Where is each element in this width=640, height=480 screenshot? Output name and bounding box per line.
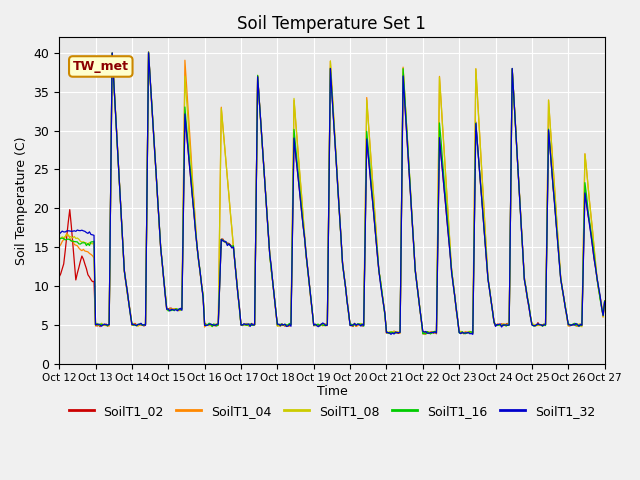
SoilT1_02 <box>601 298 609 304</box>
SoilT1_08 <box>601 300 609 305</box>
SoilT1_02 <box>367 185 375 191</box>
Line: SoilT1_08: SoilT1_08 <box>59 53 605 334</box>
SoilT1_08 <box>397 199 405 205</box>
Line: SoilT1_04: SoilT1_04 <box>59 53 605 334</box>
SoilT1_04 <box>601 299 609 305</box>
SoilT1_04 <box>386 330 394 336</box>
SoilT1_16 <box>537 322 545 327</box>
SoilT1_02 <box>145 49 152 55</box>
SoilT1_16 <box>422 331 429 337</box>
SoilT1_04 <box>420 331 428 337</box>
SoilT1_02 <box>397 201 405 207</box>
SoilT1_08 <box>108 50 116 56</box>
SoilT1_08 <box>386 329 394 335</box>
SoilT1_32 <box>70 228 78 234</box>
SoilT1_16 <box>386 331 394 336</box>
SoilT1_08 <box>460 331 468 337</box>
SoilT1_04 <box>158 260 166 266</box>
Line: SoilT1_16: SoilT1_16 <box>59 52 605 334</box>
SoilT1_02 <box>386 330 394 336</box>
SoilT1_02 <box>158 260 166 266</box>
SoilT1_32 <box>469 332 477 337</box>
SoilT1_04 <box>108 50 116 56</box>
SoilT1_16 <box>601 298 609 304</box>
SoilT1_32 <box>367 186 375 192</box>
SoilT1_16 <box>367 181 375 187</box>
SoilT1_02 <box>420 331 428 337</box>
SoilT1_32 <box>158 260 166 265</box>
SoilT1_16 <box>145 49 152 55</box>
SoilT1_02 <box>55 274 63 280</box>
Title: Soil Temperature Set 1: Soil Temperature Set 1 <box>237 15 426 33</box>
SoilT1_16 <box>55 236 63 241</box>
Text: TW_met: TW_met <box>73 60 129 73</box>
SoilT1_08 <box>367 160 375 166</box>
SoilT1_02 <box>537 323 545 328</box>
SoilT1_08 <box>158 260 166 265</box>
SoilT1_32 <box>386 330 394 336</box>
SoilT1_08 <box>70 234 78 240</box>
SoilT1_32 <box>55 231 63 237</box>
Legend: SoilT1_02, SoilT1_04, SoilT1_08, SoilT1_16, SoilT1_32: SoilT1_02, SoilT1_04, SoilT1_08, SoilT1_… <box>63 400 600 423</box>
SoilT1_16 <box>158 260 166 265</box>
SoilT1_04 <box>55 243 63 249</box>
SoilT1_32 <box>537 322 545 328</box>
SoilT1_04 <box>70 241 78 247</box>
SoilT1_04 <box>367 160 375 166</box>
X-axis label: Time: Time <box>317 385 348 398</box>
SoilT1_16 <box>70 239 78 244</box>
SoilT1_32 <box>601 299 609 305</box>
SoilT1_08 <box>55 238 63 244</box>
Line: SoilT1_32: SoilT1_32 <box>59 53 605 335</box>
SoilT1_32 <box>397 201 405 207</box>
SoilT1_04 <box>397 197 405 203</box>
SoilT1_04 <box>537 322 545 327</box>
SoilT1_32 <box>145 50 152 56</box>
Y-axis label: Soil Temperature (C): Soil Temperature (C) <box>15 136 28 265</box>
SoilT1_08 <box>537 323 545 328</box>
SoilT1_16 <box>397 198 405 204</box>
SoilT1_02 <box>70 260 78 265</box>
Line: SoilT1_02: SoilT1_02 <box>59 52 605 334</box>
